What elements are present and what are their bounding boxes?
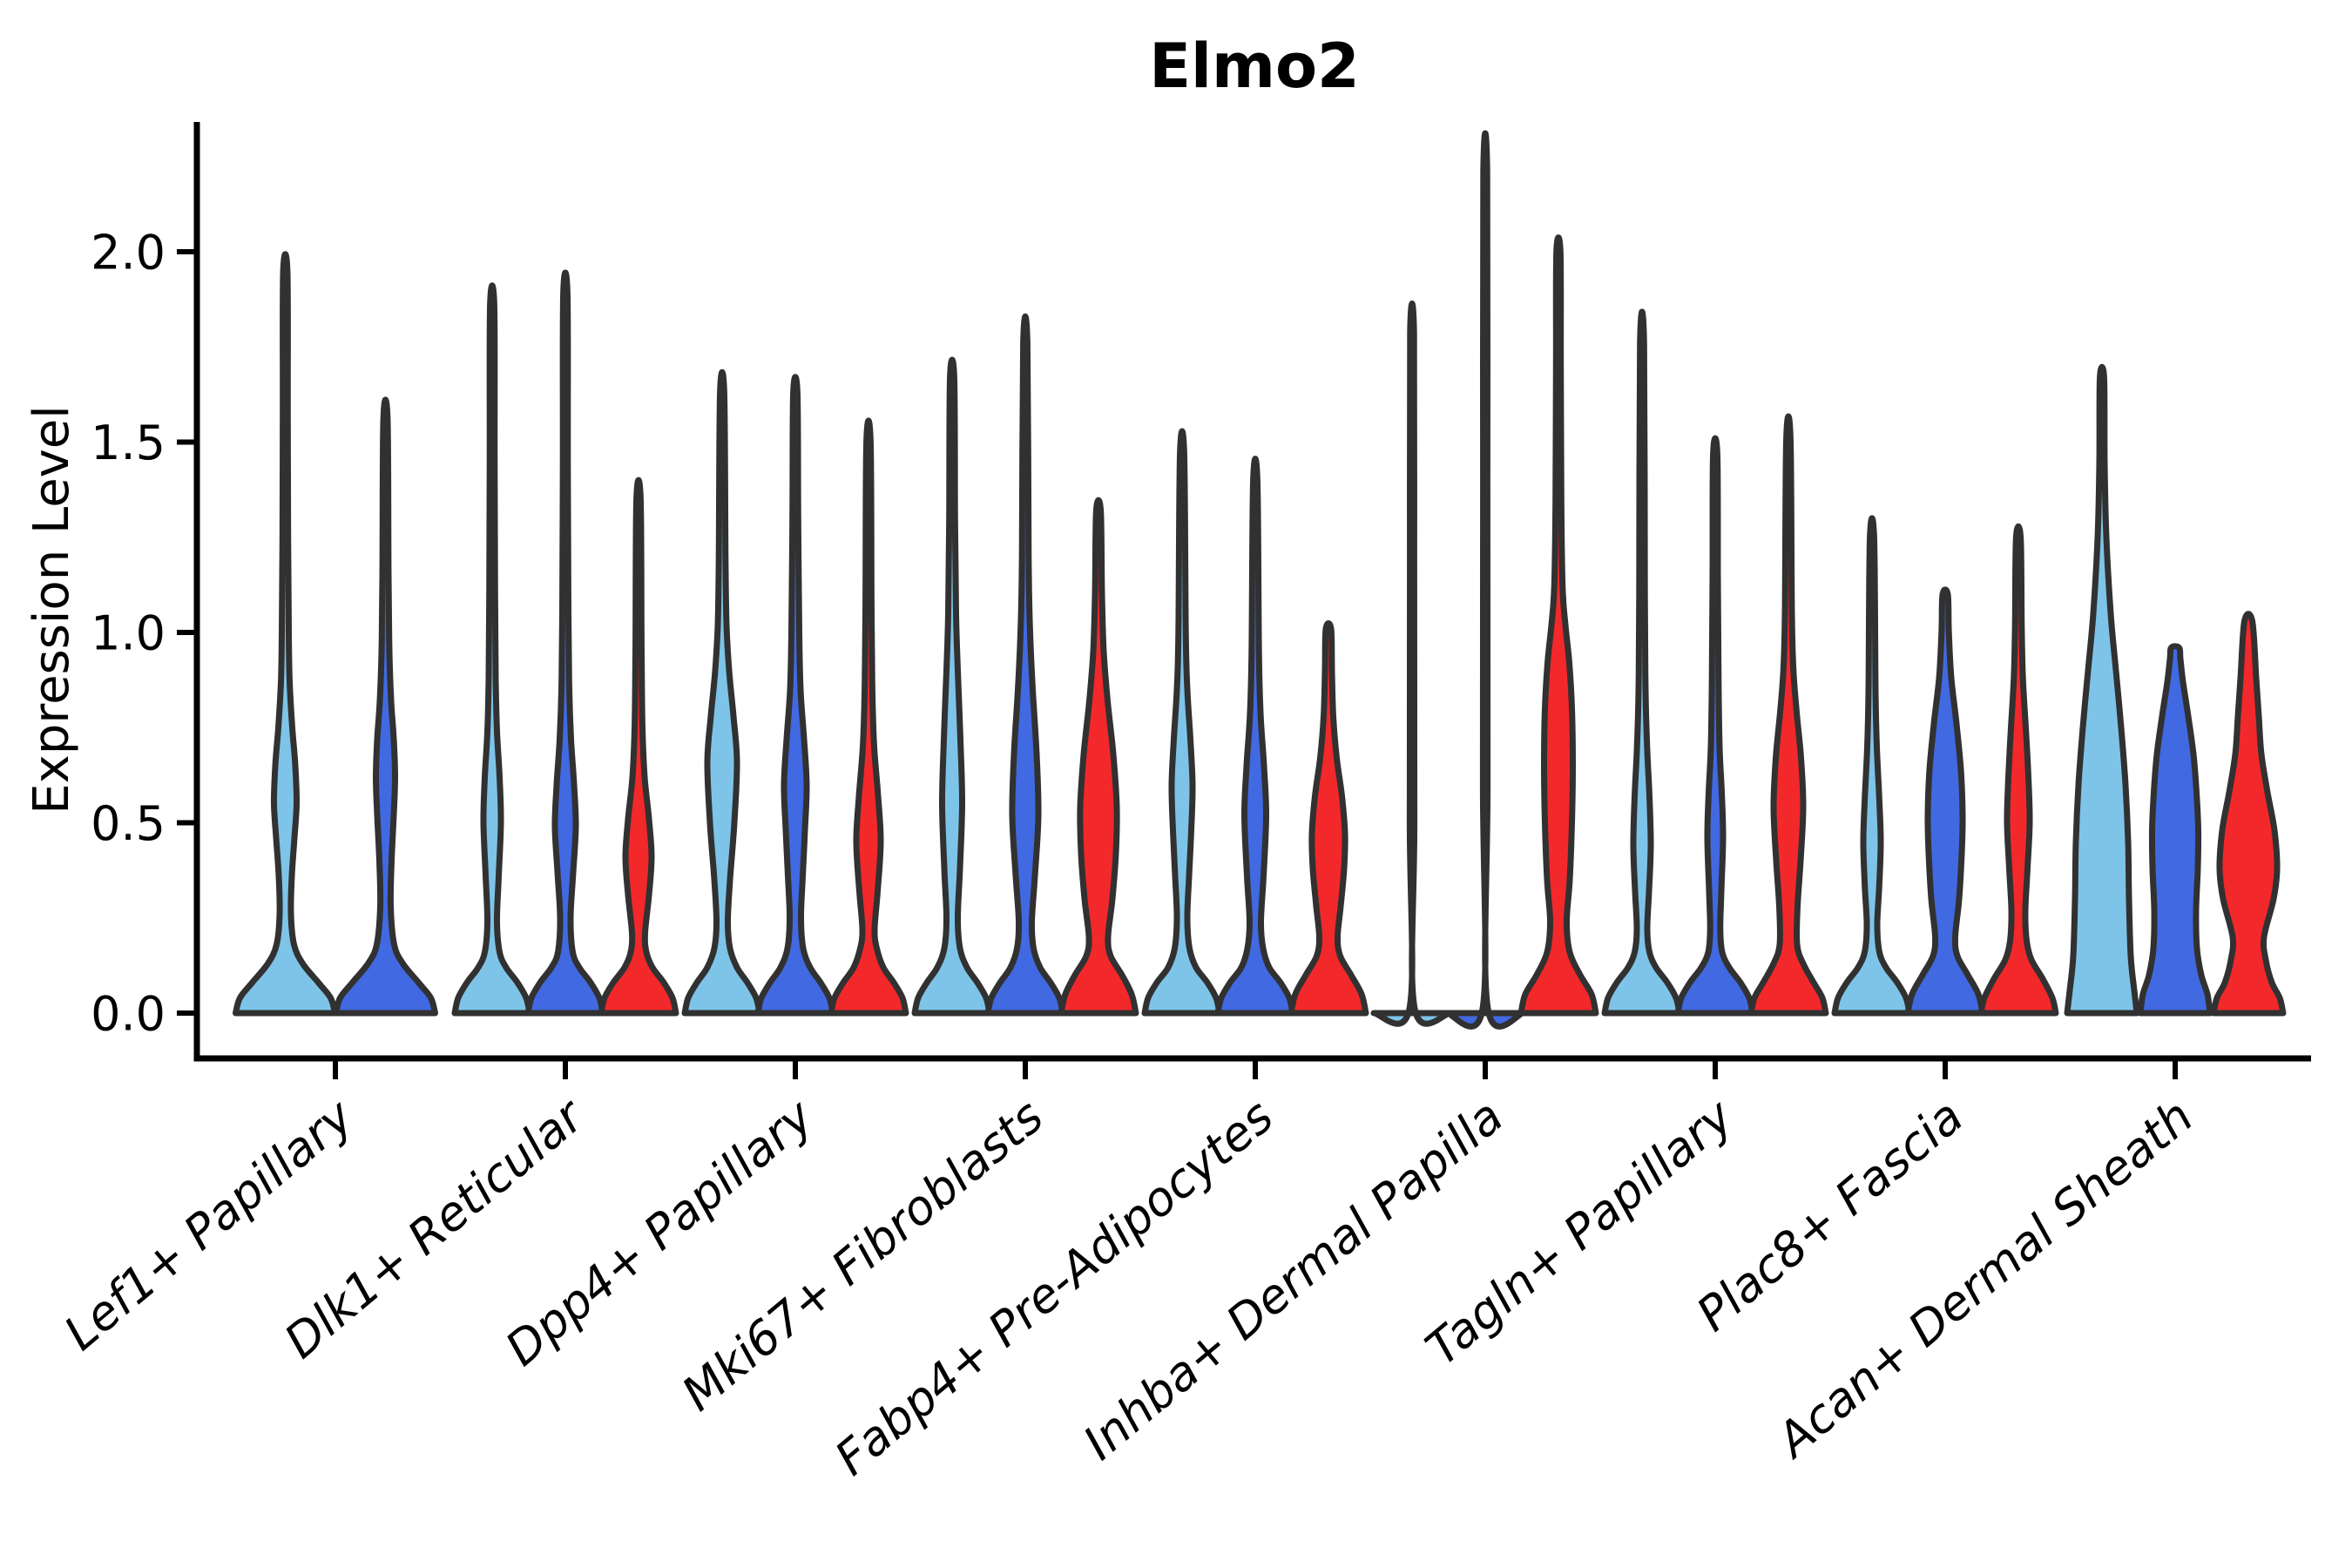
violin-mki67-fibroblasts-red (1058, 497, 1139, 1017)
y-axis-label: Expression Level (24, 405, 80, 814)
x-tick-label-inhba-dermal-papilla: Inhba+ Dermal Papilla (1073, 1089, 1514, 1470)
x-tick-label-fabp4-pre-adipocytes: Fabp4+ Pre-Adipocytes (825, 1089, 1284, 1486)
violin-tagln-papillary-dark_blue (1674, 435, 1756, 1017)
violin-dpp4-papillary-red (828, 417, 909, 1017)
x-tick-label-acan-dermal-sheath: Acan+ Dermal Sheath (1765, 1089, 2204, 1470)
violin-fabp4-pre-adipocytes-red (1288, 620, 1369, 1017)
violin-lef1-papillary-dark_blue (333, 396, 438, 1017)
violin-fabp4-pre-adipocytes-dark_blue (1214, 456, 1296, 1017)
violin-plac8-fascia-light_blue (1831, 515, 1913, 1017)
violin-tagln-papillary-light_blue (1601, 308, 1683, 1017)
y-tick-label: 0.0 (91, 986, 166, 1041)
y-tick-label: 1.5 (91, 416, 166, 470)
violin-fabp4-pre-adipocytes-light_blue (1141, 428, 1223, 1017)
violin-acan-dermal-sheath-red (2210, 611, 2287, 1017)
y-tick-label: 1.0 (91, 605, 166, 660)
violin-lef1-papillary-light_blue (233, 251, 338, 1017)
violin-dpp4-papillary-dark_blue (754, 374, 836, 1017)
violin-tagln-papillary-red (1747, 413, 1829, 1017)
violin-plac8-fascia-dark_blue (1904, 586, 1986, 1017)
violin-dlk1-reticular-dark_blue (524, 269, 606, 1017)
y-axis-ticks: 0.0 0.5 1.0 1.5 2.0 (91, 225, 197, 1041)
violin-dlk1-reticular-red (598, 476, 679, 1017)
violin-mki67-fibroblasts-dark_blue (984, 313, 1066, 1017)
violin-dpp4-papillary-light_blue (681, 369, 763, 1017)
violin-inhba-dermal-papilla-red (1517, 234, 1599, 1017)
violin-plac8-fascia-red (1977, 523, 2059, 1017)
y-tick-label: 0.5 (91, 796, 166, 851)
violin-inhba-dermal-papilla-light_blue (1370, 301, 1454, 1027)
violin-inhba-dermal-papilla-dark_blue (1443, 130, 1527, 1030)
violin-dlk1-reticular-light_blue (451, 282, 533, 1017)
violin-acan-dermal-sheath-dark_blue (2137, 643, 2213, 1017)
violin-acan-dermal-sheath-light_blue (2064, 363, 2140, 1017)
violin-mki67-fibroblasts-light_blue (911, 356, 993, 1017)
chart-title: Elmo2 (1149, 30, 1360, 102)
y-tick-label: 2.0 (91, 225, 166, 280)
violins-layer (233, 130, 2287, 1030)
